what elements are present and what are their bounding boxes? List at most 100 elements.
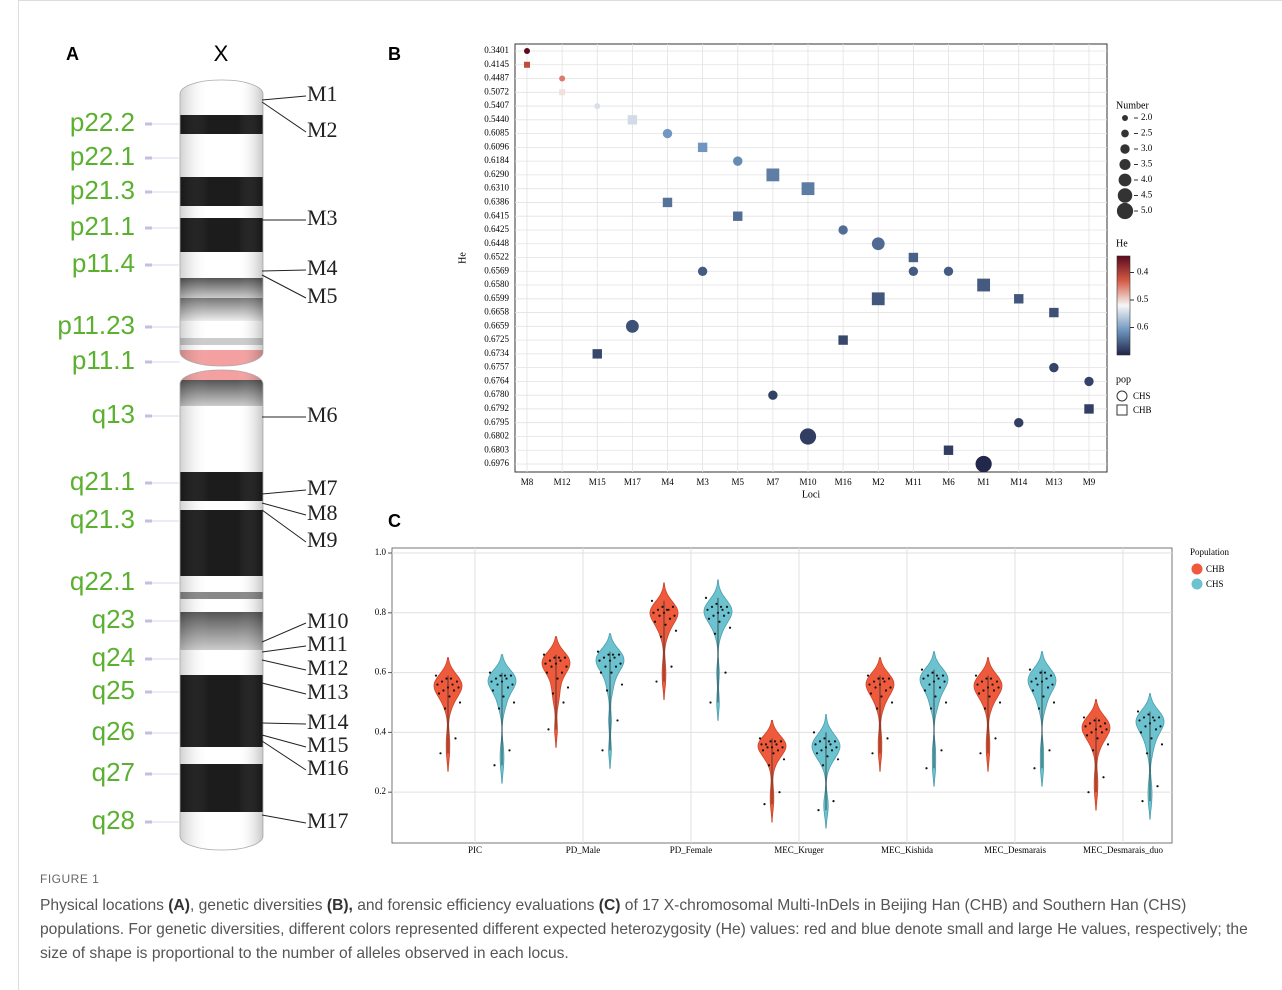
band-label: p21.1: [70, 211, 135, 241]
x-tick-label: M1: [977, 477, 990, 487]
size-label: 3.5: [1141, 159, 1153, 169]
data-point: [1102, 776, 1105, 779]
data-point: [553, 656, 556, 659]
marker-label: M7: [307, 475, 338, 500]
data-point: [712, 614, 715, 617]
data-point: [1096, 737, 1099, 740]
y-tick-label: 0.4: [375, 726, 387, 736]
data-point: [493, 764, 496, 767]
point: [592, 349, 602, 359]
data-point: [1160, 743, 1164, 746]
x-tick-label: M3: [696, 477, 709, 487]
data-point: [728, 626, 732, 629]
band-tick: [145, 772, 152, 776]
data-point: [1082, 716, 1086, 719]
legend-key: [1191, 563, 1203, 575]
panel-label: B: [388, 44, 401, 64]
band-label: q21.3: [70, 504, 135, 534]
data-point: [832, 800, 835, 803]
data-point: [713, 632, 717, 635]
point: [871, 237, 885, 251]
data-point: [1138, 719, 1141, 722]
y-tick-label: 0.2: [375, 786, 386, 796]
band-tick: [145, 481, 152, 485]
data-point: [650, 599, 654, 602]
data-point: [608, 659, 612, 662]
point: [1049, 362, 1059, 373]
marker-line: [261, 740, 307, 771]
marker-line: [261, 622, 307, 643]
band-tick: [145, 657, 152, 661]
data-point: [458, 701, 462, 704]
data-point: [1093, 719, 1096, 722]
data-point: [995, 680, 999, 683]
data-point: [1045, 677, 1048, 680]
legend-label: CHS: [1133, 391, 1151, 401]
data-point: [1043, 671, 1047, 674]
point: [838, 335, 848, 345]
data-point: [998, 701, 1002, 704]
colorbar-label: 0.6: [1137, 322, 1149, 332]
data-point: [665, 608, 669, 611]
data-point: [821, 764, 825, 767]
marker-label: M2: [307, 117, 338, 142]
data-point: [944, 701, 948, 704]
y-tick-label: 0.6569: [484, 265, 509, 275]
point: [697, 142, 708, 153]
data-point: [1040, 680, 1044, 683]
data-point: [722, 614, 726, 617]
data-point: [509, 674, 513, 677]
chromosome-name: X: [214, 41, 229, 66]
y-tick-label: 0.6580: [484, 279, 509, 289]
data-point: [511, 683, 514, 686]
data-point: [779, 740, 783, 743]
data-point: [1148, 722, 1152, 725]
size-key: [1118, 173, 1132, 187]
data-point: [824, 746, 828, 749]
data-point: [775, 743, 778, 746]
x-tick-label: M16: [835, 477, 853, 487]
data-point: [938, 686, 942, 689]
data-point: [1147, 713, 1150, 716]
band-tick: [145, 519, 152, 523]
data-point: [1157, 716, 1161, 719]
data-point: [1048, 749, 1051, 752]
x-tick-label: M2: [872, 477, 885, 487]
x-tick-label: M14: [1010, 477, 1028, 487]
y-tick-label: 0.6792: [484, 403, 509, 413]
marker-label: M11: [307, 631, 348, 656]
y-tick-label: 0.6802: [484, 431, 509, 441]
q-arm: [180, 370, 263, 850]
point: [838, 225, 848, 235]
data-point: [887, 677, 891, 680]
y-tick-label: 0.6658: [484, 307, 509, 317]
data-point: [1049, 674, 1053, 677]
panel-b: B 0.3401 0.4145 0.4487 0.5072 0.5407 0.5440 0.6…: [388, 43, 1153, 500]
data-point: [985, 677, 988, 680]
panel-c: C 0.2 0.4 0.6 0.8 1.0 PIC PD_Male PD_Female MEC_K…: [375, 511, 1230, 855]
point: [733, 211, 743, 221]
band-label: q22.1: [70, 566, 135, 596]
data-point: [1141, 800, 1144, 803]
data-point: [881, 677, 885, 680]
point: [943, 445, 954, 455]
data-point: [830, 749, 834, 752]
point: [594, 103, 601, 110]
data-point: [565, 665, 568, 668]
point: [766, 168, 780, 182]
colorbar-label: 0.5: [1137, 294, 1149, 304]
y-tick-label: 0.5407: [484, 100, 509, 110]
data-point: [605, 689, 609, 692]
data-point: [829, 743, 832, 746]
data-point: [988, 695, 991, 698]
data-point: [931, 671, 934, 674]
marker-label: M16: [307, 755, 349, 780]
point: [524, 48, 530, 54]
data-point: [983, 707, 987, 710]
data-point: [760, 743, 763, 746]
legend-label: CHB: [1133, 405, 1152, 415]
data-point: [1028, 668, 1032, 671]
legend-title: pop: [1116, 374, 1131, 385]
x-tick-label: M10: [799, 477, 817, 487]
data-point: [718, 620, 721, 623]
